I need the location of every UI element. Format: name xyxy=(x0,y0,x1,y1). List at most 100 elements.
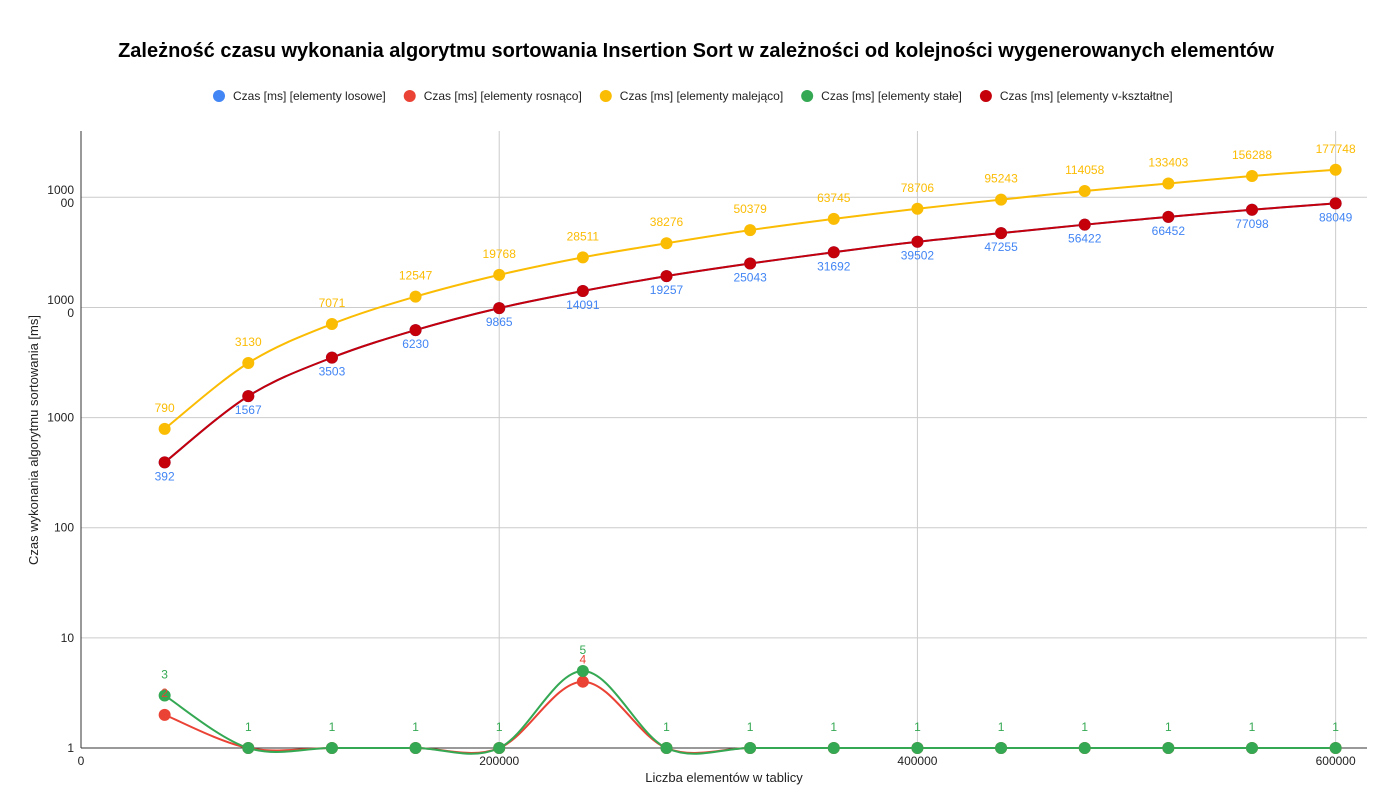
data-label-czas-ms-elementy-losowe: 19257 xyxy=(650,283,684,297)
data-label-czas-ms-elementy-sta-e: 1 xyxy=(496,720,503,734)
data-point-czas-ms-elementy-v-kszta-tne[interactable] xyxy=(660,270,673,283)
y-tick-label: 1000 xyxy=(47,183,74,197)
data-label-czas-ms-elementy-sta-e: 1 xyxy=(1165,720,1172,734)
chart-title: Zależność czasu wykonania algorytmu sort… xyxy=(118,40,1274,62)
data-point-czas-ms-elementy-v-kszta-tne[interactable] xyxy=(1078,218,1091,231)
legend-item-czas-ms-elementy-sta-e[interactable]: Czas [ms] [elementy stałe] xyxy=(801,89,962,103)
data-label-czas-ms-elementy-malej-co: 95243 xyxy=(984,172,1018,186)
legend-label: Czas [ms] [elementy rosnąco] xyxy=(424,89,582,103)
data-labels: 392 1567 3503 6230 9865 14091 19257 25043 31692 3… xyxy=(155,142,1356,734)
data-point-czas-ms-elementy-sta-e[interactable] xyxy=(1329,742,1342,754)
series-points[interactable] xyxy=(158,163,1342,754)
data-label-czas-ms-elementy-malej-co: 790 xyxy=(155,401,175,415)
data-label-czas-ms-elementy-sta-e: 1 xyxy=(245,720,252,734)
data-point-czas-ms-elementy-malej-co[interactable] xyxy=(1329,163,1342,176)
data-point-czas-ms-elementy-v-kszta-tne[interactable] xyxy=(409,324,422,337)
data-label-czas-ms-elementy-rosn-co: 2 xyxy=(161,686,168,700)
data-point-czas-ms-elementy-malej-co[interactable] xyxy=(1162,177,1175,190)
data-point-czas-ms-elementy-v-kszta-tne[interactable] xyxy=(995,227,1008,240)
data-point-czas-ms-elementy-sta-e[interactable] xyxy=(911,742,924,754)
data-label-czas-ms-elementy-losowe: 25043 xyxy=(733,271,767,285)
data-point-czas-ms-elementy-rosn-co[interactable] xyxy=(576,675,589,688)
data-label-czas-ms-elementy-sta-e: 1 xyxy=(329,720,336,734)
legend-label: Czas [ms] [elementy v-kształtne] xyxy=(1000,89,1173,103)
data-label-czas-ms-elementy-losowe: 14091 xyxy=(566,298,600,312)
data-label-czas-ms-elementy-sta-e: 1 xyxy=(1249,720,1256,734)
data-label-czas-ms-elementy-losowe: 6230 xyxy=(402,337,429,351)
data-point-czas-ms-elementy-malej-co[interactable] xyxy=(493,268,506,281)
legend-item-czas-ms-elementy-v-kszta-tne[interactable]: Czas [ms] [elementy v-kształtne] xyxy=(979,89,1173,103)
data-point-czas-ms-elementy-sta-e[interactable] xyxy=(744,742,757,754)
data-label-czas-ms-elementy-losowe: 39502 xyxy=(901,249,935,263)
data-point-czas-ms-elementy-malej-co[interactable] xyxy=(1078,185,1091,198)
data-point-czas-ms-elementy-malej-co[interactable] xyxy=(409,290,422,303)
data-label-czas-ms-elementy-sta-e: 1 xyxy=(412,720,419,734)
data-point-czas-ms-elementy-malej-co[interactable] xyxy=(158,422,171,435)
data-point-czas-ms-elementy-sta-e[interactable] xyxy=(242,742,255,754)
data-point-czas-ms-elementy-v-kszta-tne[interactable] xyxy=(744,257,757,270)
data-label-czas-ms-elementy-malej-co: 78706 xyxy=(901,181,935,195)
data-point-czas-ms-elementy-sta-e[interactable] xyxy=(325,742,338,754)
data-point-czas-ms-elementy-sta-e[interactable] xyxy=(1162,742,1175,754)
x-tick-label: 0 xyxy=(78,754,85,768)
legend-item-czas-ms-elementy-rosn-co[interactable]: Czas [ms] [elementy rosnąco] xyxy=(403,89,582,103)
y-tick-label: 1000 xyxy=(47,293,74,307)
y-tick-label: 10 xyxy=(61,631,75,645)
data-label-czas-ms-elementy-losowe: 392 xyxy=(155,469,175,483)
data-point-czas-ms-elementy-malej-co[interactable] xyxy=(744,224,757,237)
x-tick-label: 400000 xyxy=(897,754,937,768)
data-point-czas-ms-elementy-malej-co[interactable] xyxy=(576,251,589,264)
data-point-czas-ms-elementy-sta-e[interactable] xyxy=(827,742,840,754)
series-line-czas-ms-elementy-sta-e xyxy=(164,670,1336,755)
data-point-czas-ms-elementy-sta-e[interactable] xyxy=(409,742,422,754)
data-label-czas-ms-elementy-losowe: 1567 xyxy=(235,403,262,417)
data-point-czas-ms-elementy-v-kszta-tne[interactable] xyxy=(158,456,171,469)
data-point-czas-ms-elementy-sta-e[interactable] xyxy=(576,665,589,678)
legend-item-czas-ms-elementy-losowe[interactable]: Czas [ms] [elementy losowe] xyxy=(213,89,386,103)
data-point-czas-ms-elementy-malej-co[interactable] xyxy=(242,357,255,370)
legend-item-czas-ms-elementy-malej-co[interactable]: Czas [ms] [elementy malejąco] xyxy=(599,89,783,103)
legend[interactable]: Czas [ms] [elementy losowe] Czas [ms] [el… xyxy=(213,89,1173,103)
y-axis-title: Czas wykonania algorytmu sortowania [ms] xyxy=(26,315,41,565)
data-point-czas-ms-elementy-v-kszta-tne[interactable] xyxy=(1329,197,1342,210)
legend-marker xyxy=(403,90,416,102)
data-point-czas-ms-elementy-v-kszta-tne[interactable] xyxy=(325,351,338,364)
series-line-czas-ms-elementy-v-kszta-tne xyxy=(164,202,1336,464)
data-label-czas-ms-elementy-losowe: 3503 xyxy=(319,365,346,379)
data-point-czas-ms-elementy-malej-co[interactable] xyxy=(911,202,924,215)
data-label-czas-ms-elementy-sta-e: 3 xyxy=(161,667,168,681)
data-point-czas-ms-elementy-v-kszta-tne[interactable] xyxy=(911,235,924,248)
x-tick-label: 600000 xyxy=(1316,754,1356,768)
data-point-czas-ms-elementy-malej-co[interactable] xyxy=(995,193,1008,206)
series-line-czas-ms-elementy-losowe xyxy=(164,202,1336,464)
legend-marker xyxy=(979,90,992,102)
data-label-czas-ms-elementy-sta-e: 1 xyxy=(998,720,1005,734)
data-point-czas-ms-elementy-sta-e[interactable] xyxy=(1245,742,1258,754)
data-label-czas-ms-elementy-malej-co: 3130 xyxy=(235,335,262,349)
grid-lines xyxy=(81,131,1367,748)
data-point-czas-ms-elementy-sta-e[interactable] xyxy=(158,689,171,702)
data-point-czas-ms-elementy-malej-co[interactable] xyxy=(325,318,338,331)
data-point-czas-ms-elementy-v-kszta-tne[interactable] xyxy=(827,246,840,259)
data-point-czas-ms-elementy-sta-e[interactable] xyxy=(493,742,506,754)
data-point-czas-ms-elementy-malej-co[interactable] xyxy=(1245,169,1258,182)
data-point-czas-ms-elementy-sta-e[interactable] xyxy=(1078,742,1091,754)
legend-marker xyxy=(213,90,225,102)
data-label-czas-ms-elementy-malej-co: 7071 xyxy=(319,296,346,310)
data-point-czas-ms-elementy-v-kszta-tne[interactable] xyxy=(242,390,255,403)
data-label-czas-ms-elementy-sta-e: 1 xyxy=(914,720,921,734)
data-point-czas-ms-elementy-v-kszta-tne[interactable] xyxy=(493,302,506,315)
data-point-czas-ms-elementy-sta-e[interactable] xyxy=(995,742,1008,754)
data-point-czas-ms-elementy-malej-co[interactable] xyxy=(827,212,840,225)
data-label-czas-ms-elementy-malej-co: 133403 xyxy=(1148,156,1188,170)
data-point-czas-ms-elementy-rosn-co[interactable] xyxy=(158,708,171,721)
data-point-czas-ms-elementy-v-kszta-tne[interactable] xyxy=(1245,203,1258,216)
data-point-czas-ms-elementy-sta-e[interactable] xyxy=(660,742,673,754)
data-label-czas-ms-elementy-malej-co: 156288 xyxy=(1232,148,1272,162)
data-label-czas-ms-elementy-losowe: 88049 xyxy=(1319,210,1353,224)
data-point-czas-ms-elementy-v-kszta-tne[interactable] xyxy=(576,285,589,298)
legend-label: Czas [ms] [elementy malejąco] xyxy=(620,89,783,103)
data-point-czas-ms-elementy-v-kszta-tne[interactable] xyxy=(1162,210,1175,223)
data-point-czas-ms-elementy-malej-co[interactable] xyxy=(660,237,673,250)
